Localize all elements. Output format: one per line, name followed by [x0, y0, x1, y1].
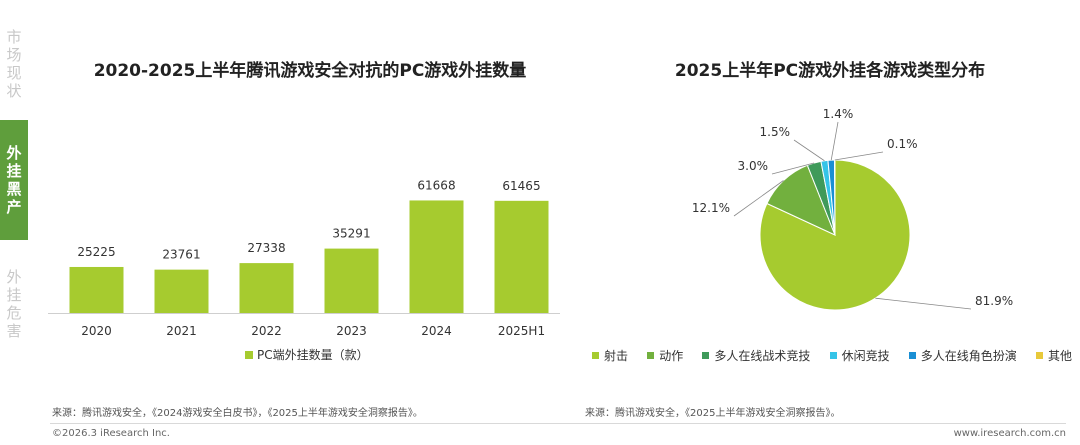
sidebar-char: 状 [6, 82, 22, 100]
bar-2024 [409, 200, 464, 313]
leader-line [875, 297, 972, 310]
bar-value-label: 23761 [162, 248, 200, 262]
pie-value-label: 1.4% [823, 107, 854, 121]
sidebar-char: 场 [6, 46, 22, 64]
x-tick-label: 2024 [421, 324, 452, 338]
sidebar-char: 挂 [6, 162, 22, 180]
pie-value-label: 0.1% [887, 137, 918, 151]
x-tick-label: 2025H1 [498, 324, 545, 338]
legend-swatch [702, 352, 710, 359]
bar-value-label: 61668 [417, 178, 455, 192]
sidebar-char: 害 [6, 322, 22, 340]
legend-item: 多人在线角色扮演 [908, 347, 1017, 364]
leader-line [771, 162, 815, 175]
footer-website[interactable]: www.iresearch.com.cn [953, 428, 1066, 439]
bar-chart: 25225 2020 23761 2021 27338 2022 35291 2023 6166… [48, 178, 560, 362]
pie-chart-title: 2025上半年PC游戏外挂各游戏类型分布 [674, 61, 986, 81]
legend-label: 动作 [659, 349, 684, 363]
legend-label: 休闲竞技 [841, 349, 890, 363]
sidebar-char: 市 [6, 28, 22, 46]
pie-legend: 射击 动作 多人在线战术竞技 休闲竞技 多人在线角色扮演 其他 [592, 347, 1072, 364]
bar-chart-source: 来源：腾讯游戏安全，《2024游戏安全白皮书》，《2025上半年游戏安全洞察报告… [52, 408, 423, 419]
sidebar-char: 外 [6, 144, 22, 162]
bar-value-label: 27338 [247, 241, 285, 255]
legend-swatch [592, 352, 599, 359]
legend-item: 射击 [592, 347, 628, 364]
legend-label: 多人在线角色扮演 [920, 349, 1017, 363]
pie-value-label: 3.0% [738, 159, 769, 173]
sidebar-char: 挂 [6, 286, 22, 304]
legend-label: 射击 [604, 349, 629, 363]
legend-swatch [908, 352, 916, 359]
bar-chart-title: 2020-2025上半年腾讯游戏安全对抗的PC游戏外挂数量 [93, 61, 527, 81]
leader-line [830, 121, 839, 161]
bar-2021 [154, 269, 209, 313]
pie-value-label: 12.1% [692, 201, 730, 215]
sidebar-char: 现 [6, 64, 22, 82]
leader-line [793, 139, 825, 162]
legend-item: 动作 [647, 347, 683, 364]
pie-chart-source: 来源：腾讯游戏安全，《2025上半年游戏安全洞察报告》。 [585, 408, 841, 419]
x-tick-label: 2022 [251, 324, 282, 338]
bar-2023 [324, 248, 379, 313]
legend-swatch [245, 351, 253, 359]
legend-item: 休闲竞技 [829, 347, 890, 364]
bar-value-label: 25225 [77, 245, 115, 259]
bar-2020 [69, 266, 124, 313]
leader-line [834, 151, 884, 161]
x-tick-label: 2020 [81, 324, 112, 338]
x-tick-label: 2023 [336, 324, 367, 338]
legend-label: 多人在线战术竞技 [714, 349, 811, 363]
bar-value-label: 61465 [502, 179, 540, 193]
legend-label: 其他 [1047, 349, 1072, 363]
legend-item: 其他 [1035, 347, 1072, 364]
bar-2022 [239, 263, 294, 313]
pie-chart: 81.9% 12.1% 3.0% 1.5% 1.4% 0.1% [692, 107, 1013, 311]
legend-swatch [1035, 352, 1043, 359]
footer-copyright: ©2026.3 iResearch Inc. [52, 428, 170, 439]
legend-swatch [647, 352, 655, 359]
x-tick-label: 2021 [166, 324, 197, 338]
sidebar-section-market-status[interactable]: 市 场 现 状 [0, 28, 28, 100]
leader-line [733, 180, 784, 217]
pie-value-label: 81.9% [975, 294, 1013, 308]
legend-swatch [829, 352, 837, 359]
sidebar-char: 产 [6, 198, 22, 216]
bar-2025H1 [494, 200, 549, 313]
footer-divider [50, 423, 1066, 424]
bar-value-label: 35291 [332, 227, 370, 241]
sidebar-section-cheat-harm[interactable]: 外 挂 危 害 [0, 268, 28, 340]
pie-value-label: 1.5% [760, 125, 791, 139]
legend-label: PC端外挂数量（款） [257, 347, 369, 362]
legend-item: 多人在线战术竞技 [702, 347, 810, 364]
sidebar-char: 黑 [6, 180, 22, 198]
sidebar-char: 外 [6, 268, 22, 286]
sidebar-char: 危 [6, 304, 22, 322]
sidebar-section-cheat-blackmarket[interactable]: 外 挂 黑 产 [0, 120, 28, 240]
